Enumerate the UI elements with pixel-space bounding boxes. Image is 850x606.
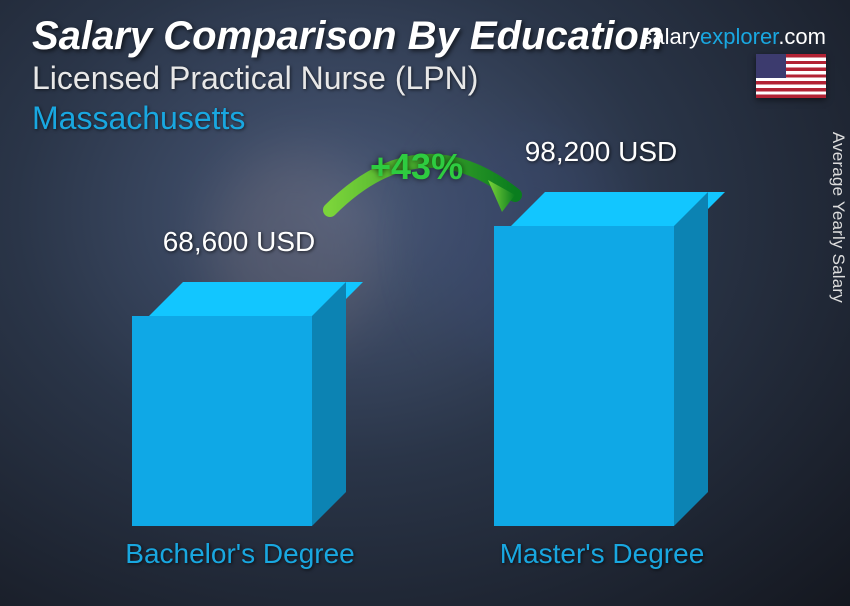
brand-logo: salaryexplorer.com [641, 24, 826, 50]
bar-label-1: Master's Degree [472, 538, 732, 570]
bar-value-0: 68,600 USD [132, 226, 346, 258]
brand-text-accent: explorer [700, 24, 778, 49]
bar-side-face [312, 282, 346, 526]
bar-front-face [132, 316, 312, 526]
brand-text-main: salary [641, 24, 700, 49]
bar-3d-1 [494, 226, 708, 526]
infographic-stage: Salary Comparison By Education Licensed … [0, 0, 850, 606]
bar-3d-0 [132, 316, 346, 526]
bar-front-face [494, 226, 674, 526]
bar-value-1: 98,200 USD [494, 136, 708, 168]
bar-side-face [674, 192, 708, 526]
bar-group-0: 68,600 USD [132, 316, 346, 526]
brand-text-dom: .com [778, 24, 826, 49]
bar-group-1: 98,200 USD [494, 226, 708, 526]
page-subtitle: Licensed Practical Nurse (LPN) [32, 60, 478, 97]
bar-label-0: Bachelor's Degree [110, 538, 370, 570]
page-location: Massachusetts [32, 100, 245, 137]
chart-area: 68,600 USD 98,200 USD Bachelor's Degree … [0, 150, 850, 586]
page-title: Salary Comparison By Education [32, 14, 663, 59]
country-flag-icon [756, 54, 826, 98]
